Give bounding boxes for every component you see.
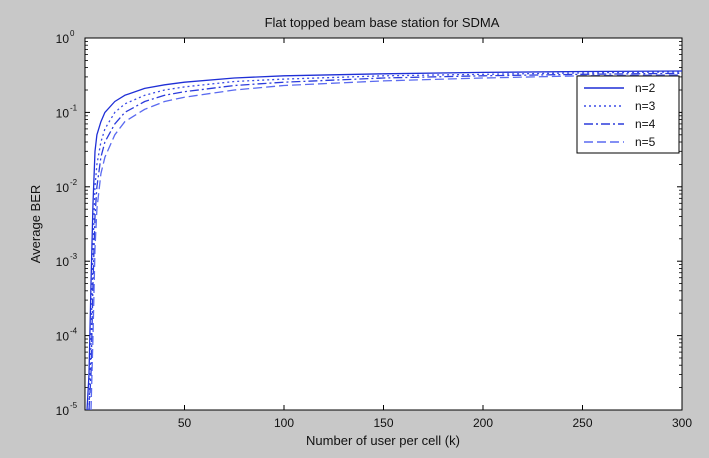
y-tick-exponent: -4	[70, 327, 78, 336]
legend-label-n=3: n=3	[635, 99, 656, 113]
x-tick-label: 300	[672, 416, 692, 430]
legend-label-n=2: n=2	[635, 81, 656, 95]
y-tick-exponent: -2	[70, 178, 78, 187]
legend: n=2 n=3 n=4 n=5	[576, 75, 680, 154]
series-line-n=3	[88, 71, 682, 410]
y-tick-label: 10	[56, 255, 70, 269]
series-layer	[86, 70, 682, 410]
y-tick-exponent: -5	[70, 401, 78, 410]
legend-label-n=5: n=5	[635, 135, 656, 149]
series-line-n=2	[86, 70, 682, 410]
chart-title: Flat topped beam base station for SDMA	[265, 15, 500, 30]
x-tick-label: 200	[473, 416, 493, 430]
legend-box	[576, 75, 680, 154]
y-tick-label: 10	[56, 106, 70, 120]
x-tick-label: 250	[572, 416, 592, 430]
x-tick-label: 100	[274, 416, 294, 430]
y-tick-label: 10	[56, 181, 70, 195]
x-tick-label: 50	[178, 416, 192, 430]
x-axis-ticks: 50 100 150 200 250 300	[178, 38, 692, 430]
y-tick-label: 10	[56, 32, 70, 46]
y-tick-label: 10	[56, 330, 70, 344]
y-tick-exponent: -3	[70, 252, 78, 261]
y-tick-label: 10	[56, 404, 70, 418]
legend-label-n=4: n=4	[635, 117, 656, 131]
series-line-n=5	[90, 74, 682, 410]
y-tick-exponent: -1	[70, 103, 78, 112]
x-tick-label: 150	[373, 416, 393, 430]
series-line-n=4	[88, 72, 682, 410]
y-tick-exponent: 0	[70, 29, 75, 38]
x-axis-label: Number of user per cell (k)	[306, 433, 460, 448]
y-axis-label: Average BER	[28, 185, 43, 264]
